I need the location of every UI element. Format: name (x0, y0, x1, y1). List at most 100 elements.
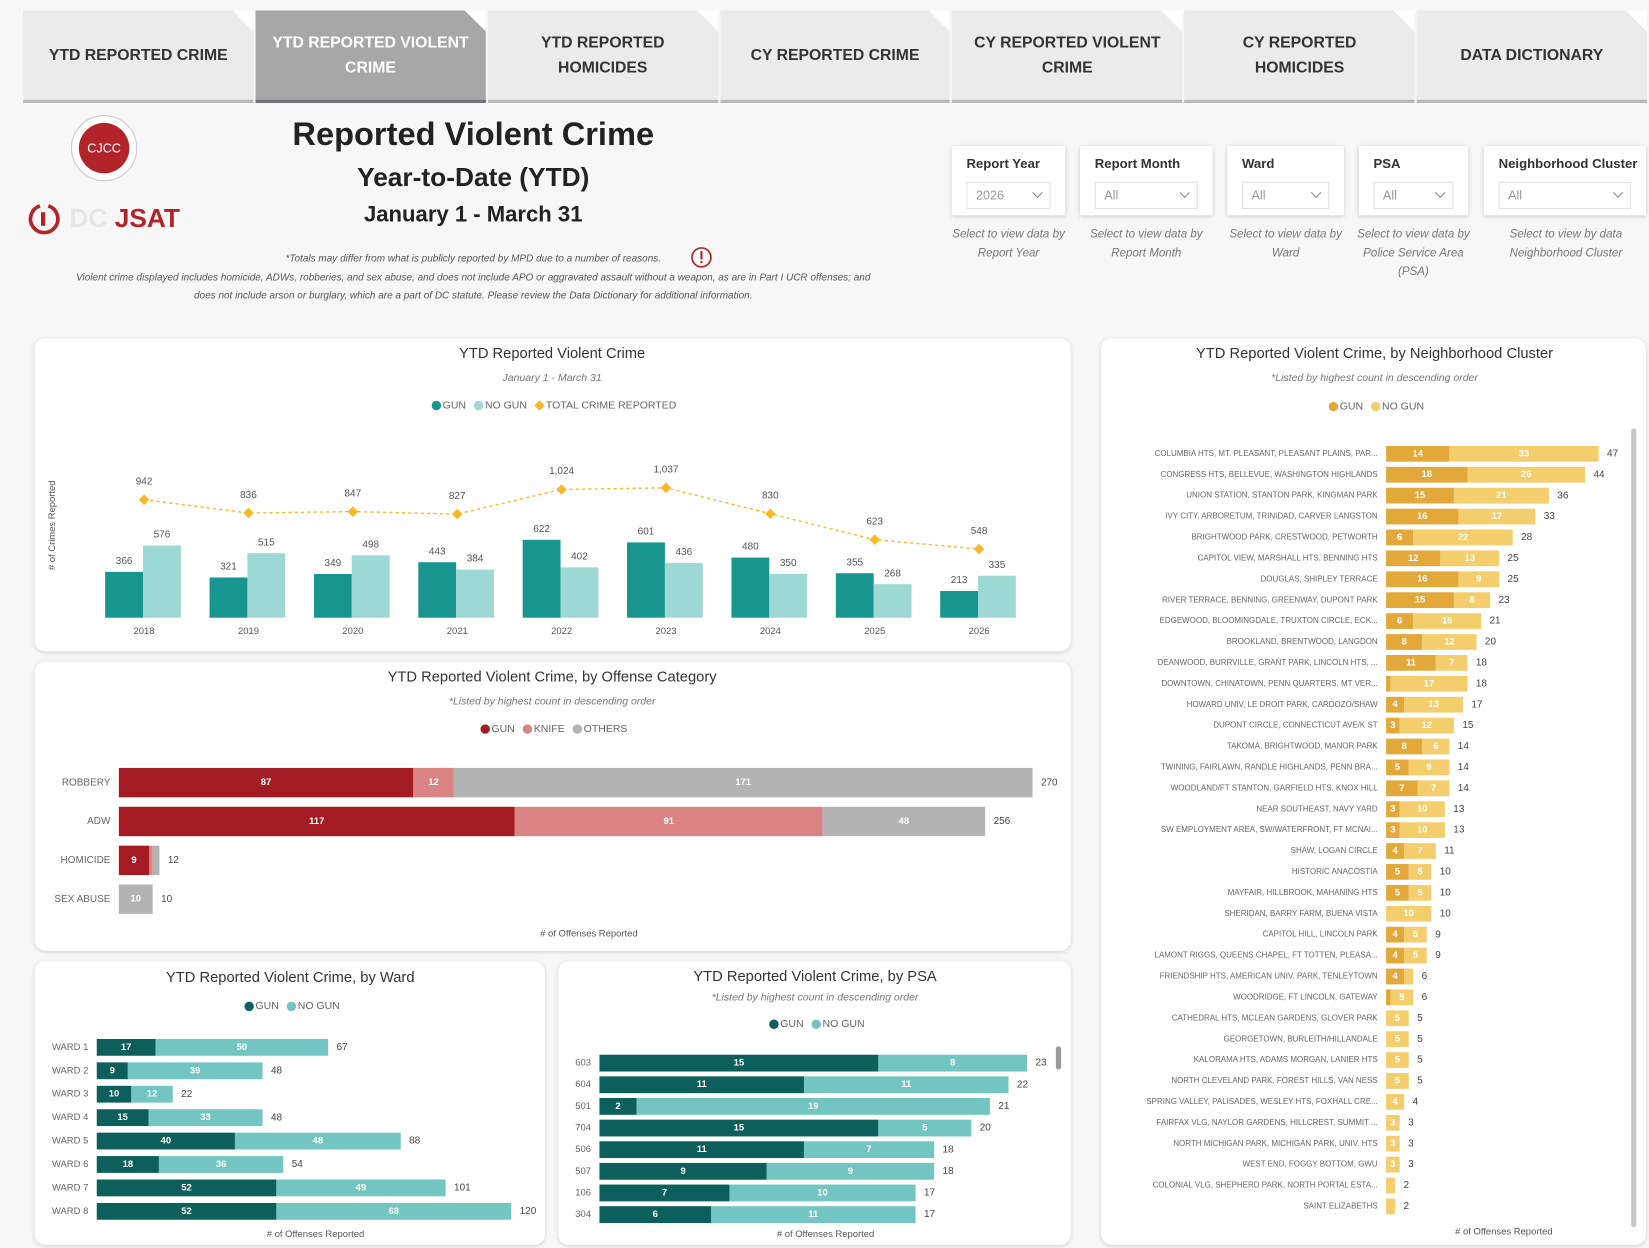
segment-label: 17 (1492, 511, 1503, 522)
segment-label: 4 (1393, 1096, 1399, 1107)
segment-label: 15 (734, 1123, 745, 1134)
category-label: HOWARD UNIV, LE DROIT PARK, CARDOZO/SHAW (1187, 700, 1379, 709)
data-label: 515 (258, 537, 275, 548)
data-label: 350 (780, 558, 797, 569)
legend-marker (811, 1019, 821, 1029)
bar-segment (1404, 696, 1463, 713)
tab[interactable]: YTD REPORTED HOMICIDES (487, 10, 718, 103)
legend-label: NO GUN (823, 1018, 865, 1030)
data-label: 402 (571, 551, 588, 562)
data-label: 942 (136, 476, 153, 487)
filter-label: Neighborhood Cluster (1498, 156, 1638, 172)
legend: GUN NO GUN (769, 1018, 865, 1030)
segment-label: 6 (1397, 532, 1402, 543)
data-label: 622 (533, 524, 550, 535)
bar-segment (1390, 675, 1468, 692)
data-label: 830 (762, 491, 779, 502)
info-icon[interactable] (690, 246, 713, 269)
bar-segment (1386, 1114, 1400, 1131)
bar-segment (1399, 822, 1445, 838)
bar-segment (1386, 1031, 1409, 1048)
filter-dropdown[interactable]: All (1373, 181, 1454, 210)
bar-segment (1386, 989, 1391, 1006)
total-label: 2 (1404, 1201, 1410, 1212)
chart-title: YTD Reported Violent Crime, by Neighborh… (1196, 346, 1553, 362)
total-label: 23 (1036, 1058, 1048, 1069)
category-label: DUPONT CIRCLE, CONNECTICUT AVE/K ST (1213, 721, 1377, 730)
data-label: 480 (742, 542, 759, 553)
category-label: WARD 3 (52, 1089, 88, 1100)
segment-label: 36 (216, 1159, 227, 1170)
category-label: SAINT ELIZABETHS (1303, 1202, 1377, 1211)
tab[interactable]: CY REPORTED VIOLENT CRIME (952, 10, 1183, 103)
bar-segment (878, 1119, 972, 1137)
chart-subtitle: *Listed by highest count in descending o… (712, 992, 919, 1004)
total-label: 22 (1017, 1079, 1029, 1090)
total-label: 12 (168, 855, 180, 866)
segment-label: 11 (1406, 657, 1416, 668)
category-label: FRIENDSHIP HTS, AMERICAN UNIV. PARK, TEN… (1160, 972, 1378, 981)
segment-label: 16 (1417, 574, 1428, 585)
tab[interactable]: YTD REPORTED VIOLENT CRIME (255, 10, 486, 103)
bar-segment (453, 767, 1033, 798)
bar (209, 577, 248, 618)
chart-subtitle: *Listed by highest count in descending o… (1271, 372, 1478, 384)
x-tick-label: 2019 (238, 626, 259, 637)
segment-label: 5 (1395, 866, 1400, 877)
segment-label: 3 (1390, 1117, 1395, 1128)
info-ring (691, 247, 712, 268)
filter-dropdown[interactable]: 2026 (966, 181, 1051, 210)
segment-label: 16 (1417, 511, 1428, 522)
bar (731, 557, 770, 618)
category-label: NEAR SOUTHEAST, NAVY YARD (1256, 804, 1377, 813)
chart-title: YTD Reported Violent Crime (459, 346, 645, 362)
filter: PSA All (1358, 146, 1469, 216)
seal-core (78, 122, 130, 174)
x-axis-label: # of Offenses Reported (1455, 1227, 1552, 1238)
tab[interactable]: DATA DICTIONARY (1416, 10, 1647, 103)
bar-segment (1458, 508, 1536, 525)
filter-dropdown[interactable]: All (1094, 181, 1198, 210)
bar-segment (1453, 592, 1491, 609)
total-label: 6 (1422, 992, 1428, 1003)
segment-label: 7 (866, 1144, 871, 1155)
bar-segment (1386, 634, 1423, 650)
segment-label: 17 (1424, 678, 1435, 689)
tab[interactable]: YTD REPORTED CRIME (23, 10, 254, 103)
category-label: WARD 8 (52, 1206, 88, 1217)
total-label: 18 (943, 1166, 955, 1177)
chart-title: YTD Reported Violent Crime, by PSA (693, 969, 937, 985)
filter-dropdown[interactable]: All (1242, 181, 1330, 210)
bar-segment (1413, 613, 1482, 629)
total-label: 10 (1440, 867, 1452, 878)
bar-segment (1386, 905, 1432, 922)
category-label: SPRING VALLEY, PALISADES, WESLEY HTS, FO… (1146, 1097, 1377, 1106)
legend-label: GUN (780, 1018, 803, 1030)
total-label: 47 (1607, 448, 1619, 459)
segment-label: 10 (1417, 804, 1428, 815)
bar-segment (1399, 801, 1445, 818)
segment-label: 4 (1393, 846, 1399, 857)
segment-label: 5 (1417, 887, 1422, 898)
bar-segment (96, 1132, 235, 1150)
filter-dropdown[interactable]: All (1498, 181, 1632, 210)
segment-label: 9 (680, 1166, 685, 1177)
data-label: 548 (971, 526, 988, 537)
bar-segment (1386, 571, 1459, 588)
bar-segment (276, 1202, 512, 1220)
bar-segment (276, 1179, 446, 1197)
tab[interactable]: CY REPORTED CRIME (719, 10, 951, 103)
total-label: 101 (454, 1183, 471, 1194)
total-label: 5 (1417, 1013, 1423, 1024)
bar-segment (413, 767, 454, 798)
tab[interactable]: CY REPORTED HOMICIDES (1184, 10, 1415, 103)
bar-segment (1435, 654, 1468, 671)
bar-segment (636, 1097, 990, 1115)
bar-segment (1386, 654, 1436, 671)
bar-segment (118, 767, 414, 798)
bar-segment (148, 1109, 263, 1127)
segment-label: 6 (1397, 616, 1402, 627)
segment-label: 17 (121, 1042, 132, 1053)
bar-segment (1386, 717, 1400, 734)
segment-label: 3 (1390, 825, 1395, 836)
